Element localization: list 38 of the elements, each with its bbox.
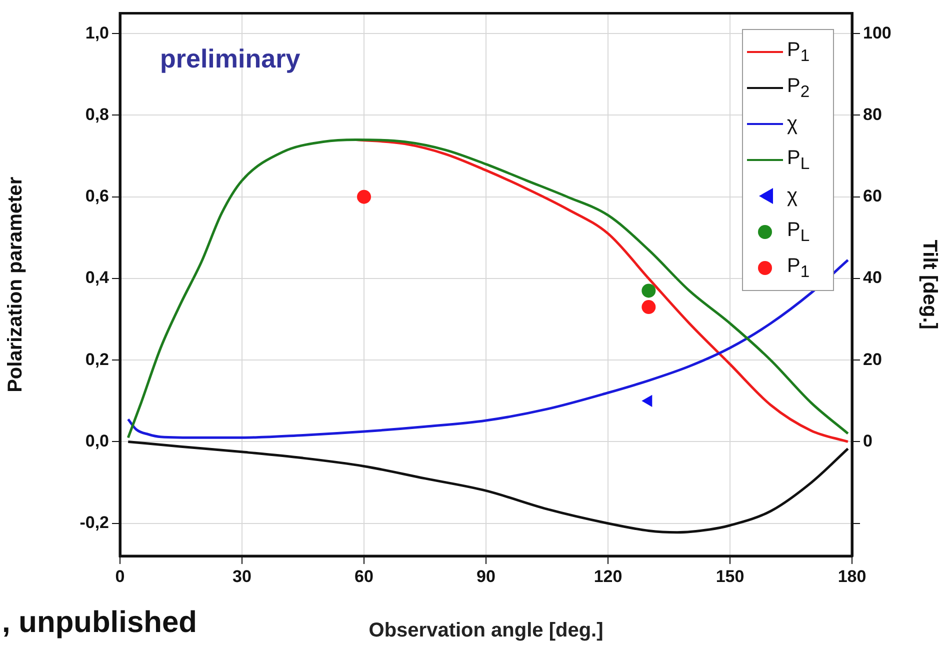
legend-label: P$_{2}$ <box>787 74 810 102</box>
x-tick-label: 120 <box>594 566 622 586</box>
y-tick-label: -0,2 <box>80 513 109 532</box>
line-series <box>126 440 850 534</box>
y-tick-label: 1,0 <box>85 23 109 42</box>
legend-label: P$_{1}$ <box>787 38 810 66</box>
point <box>642 300 656 314</box>
x-axis-title: Observation angle [deg.] <box>368 620 604 642</box>
line-series <box>126 258 850 439</box>
legend-label: P$_{1}$ <box>787 254 810 282</box>
y2-tick-label: 100 <box>863 23 892 42</box>
y-tick-label: 0,4 <box>85 268 110 288</box>
annotation: preliminary <box>160 43 301 74</box>
legend-label: χ <box>787 184 798 208</box>
x-tick-label: 0 <box>115 566 125 586</box>
legend-label: χ <box>787 112 798 136</box>
legend-label: P$_{L}$ <box>787 218 810 246</box>
x-tick-label: 90 <box>476 566 496 586</box>
point <box>642 284 656 298</box>
y-tick-label: 0,2 <box>85 350 109 369</box>
x-tick-label: 60 <box>354 566 374 586</box>
legend-label: P$_{L}$ <box>787 146 810 174</box>
y2-tick-label: 0 <box>863 431 872 450</box>
x-tick-label: 150 <box>716 566 744 586</box>
y-axis-title: Polarization parameter <box>4 176 27 392</box>
y2-tick-label: 80 <box>863 104 882 124</box>
x-tick-label: 180 <box>838 566 866 586</box>
y-tick-label: 0,8 <box>85 104 109 124</box>
x-tick-label: 30 <box>232 566 252 586</box>
y2-tick-label: 20 <box>863 350 882 369</box>
y2-axis-title: Tilt [deg.] <box>918 240 940 330</box>
y-tick-label: 0,0 <box>85 431 109 450</box>
y-tick-label: 0,6 <box>85 186 109 206</box>
y2-tick-label: 60 <box>863 186 882 206</box>
line-series <box>126 138 850 439</box>
text: , unpublished <box>2 606 197 639</box>
point <box>357 190 371 204</box>
y2-tick-label: 40 <box>863 268 882 288</box>
